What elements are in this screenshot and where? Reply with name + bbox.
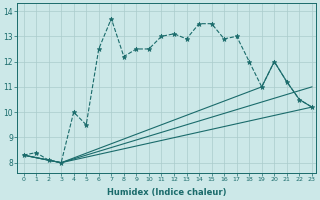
X-axis label: Humidex (Indice chaleur): Humidex (Indice chaleur)	[107, 188, 226, 197]
